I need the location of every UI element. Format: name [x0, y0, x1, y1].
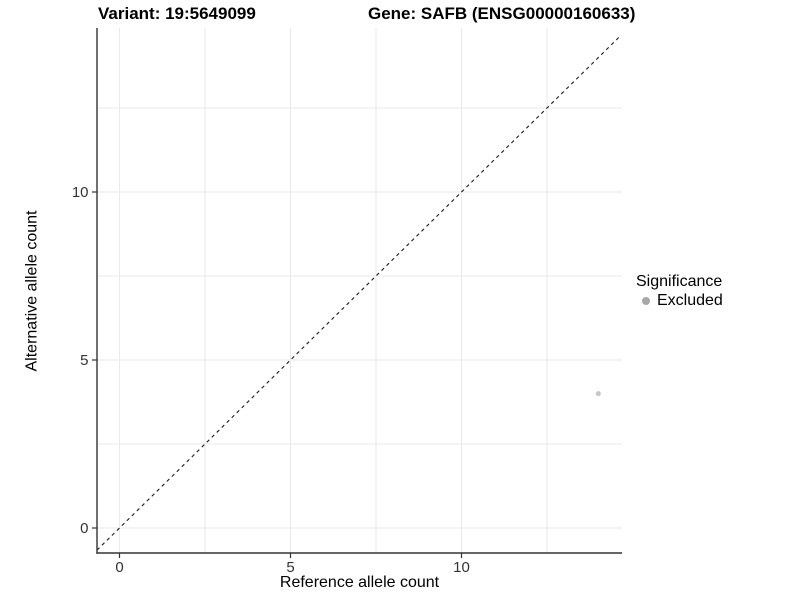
legend-title: Significance [636, 273, 723, 290]
identity-reference-line [96, 35, 622, 551]
legend-label-excluded: Excluded [657, 291, 723, 309]
x-tick-label: 10 [453, 559, 470, 576]
legend: Significance Excluded [636, 272, 723, 310]
excluded-point-icon [642, 296, 650, 305]
x-tick-label: 0 [115, 559, 123, 576]
plot-title-variant: Variant: 19:5649099 [98, 4, 256, 23]
y-tick-label: 0 [80, 520, 88, 537]
x-tick-label: 5 [286, 559, 294, 576]
y-tick-label: 5 [80, 352, 88, 369]
x-axis-label: Reference allele count [279, 574, 440, 591]
y-axis-label: Alternative allele count [23, 210, 41, 372]
plot-title-gene: Gene: SAFB (ENSG00000160633) [368, 4, 636, 23]
y-tick-label: 10 [72, 184, 89, 201]
data-point [595, 391, 601, 397]
legend-row-excluded: Excluded [636, 291, 723, 310]
